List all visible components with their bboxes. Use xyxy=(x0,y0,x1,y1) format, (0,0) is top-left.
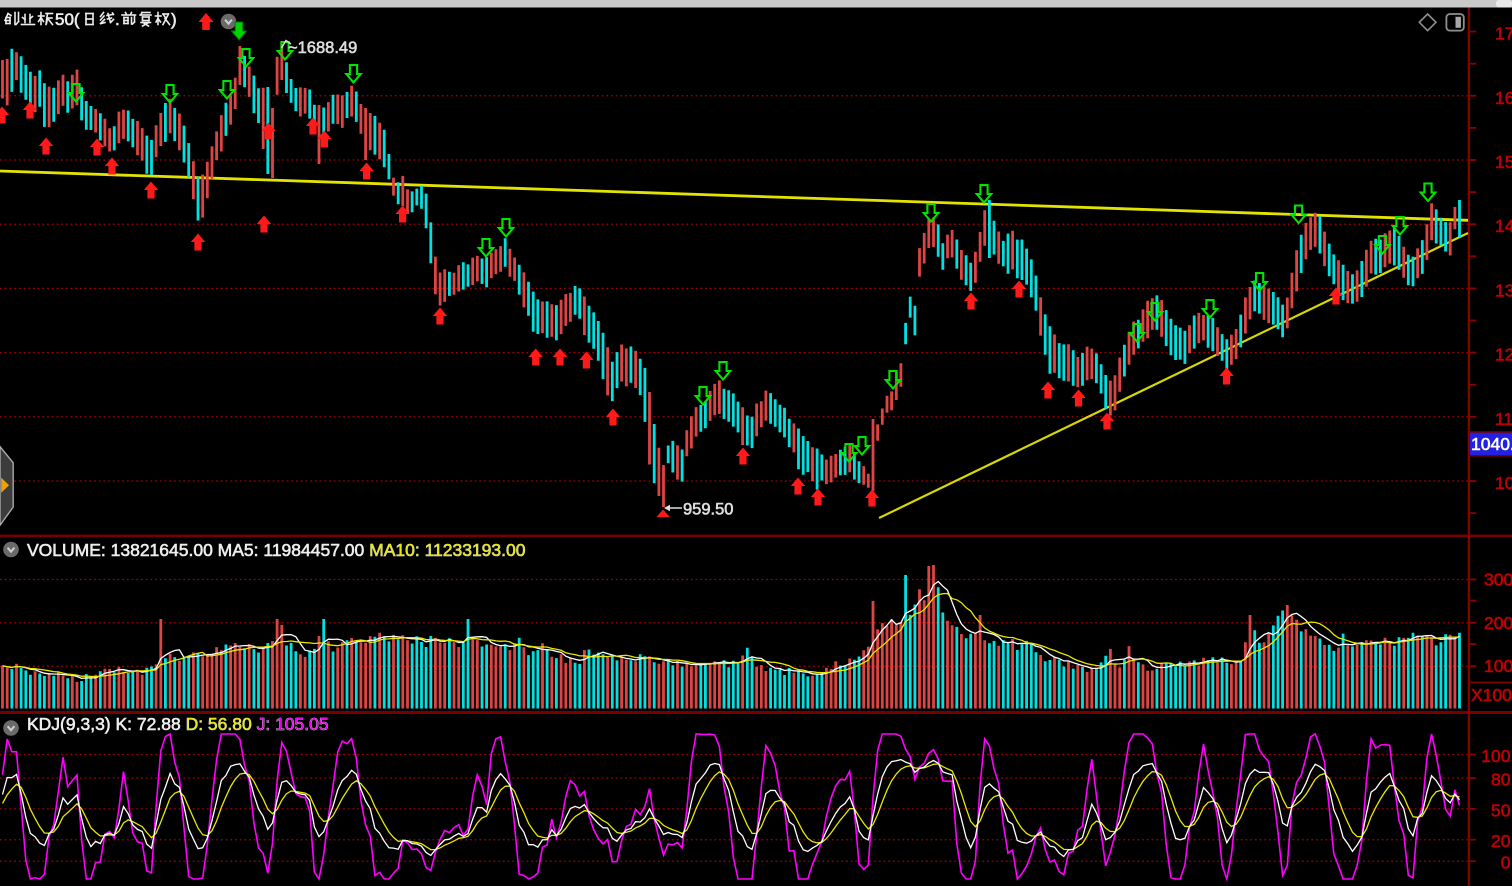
svg-text:1040.: 1040. xyxy=(1471,434,1512,454)
svg-text:KDJ(9,3,3) K: 72.88 D: 56.80: KDJ(9,3,3) K: 72.88 D: 56.80 J: 105.05 xyxy=(27,714,329,734)
svg-text:20: 20 xyxy=(1491,831,1511,851)
svg-text:X100: X100 xyxy=(1471,685,1512,705)
svg-text:1700.00: 1700.00 xyxy=(1495,24,1512,44)
svg-text:1000: 1000 xyxy=(1484,656,1512,676)
svg-text:2000: 2000 xyxy=(1484,613,1512,633)
svg-text:1600.00: 1600.00 xyxy=(1495,88,1512,108)
svg-text:50: 50 xyxy=(1491,800,1511,820)
svg-text:): ) xyxy=(171,10,177,29)
svg-text:1100.00: 1100.00 xyxy=(1495,409,1512,429)
svg-text:VOLUME: 13821645.00 MA5: 11984: VOLUME: 13821645.00 MA5: 11984457.00 MA1… xyxy=(27,540,526,560)
svg-text:3000: 3000 xyxy=(1484,570,1512,590)
svg-text:0: 0 xyxy=(1501,853,1511,873)
svg-text:50(: 50( xyxy=(55,10,80,29)
svg-text:1400.00: 1400.00 xyxy=(1495,216,1512,236)
svg-text:1500.00: 1500.00 xyxy=(1495,152,1512,172)
svg-text:1200.00: 1200.00 xyxy=(1495,345,1512,365)
svg-text:100: 100 xyxy=(1481,746,1510,766)
svg-text:1000.00: 1000.00 xyxy=(1495,473,1512,493)
svg-text:80: 80 xyxy=(1491,770,1511,790)
svg-text:959.50: 959.50 xyxy=(683,501,733,519)
svg-text:.: . xyxy=(115,10,120,29)
svg-text:1300.00: 1300.00 xyxy=(1495,280,1512,300)
svg-text:~1688.49: ~1688.49 xyxy=(288,39,357,57)
